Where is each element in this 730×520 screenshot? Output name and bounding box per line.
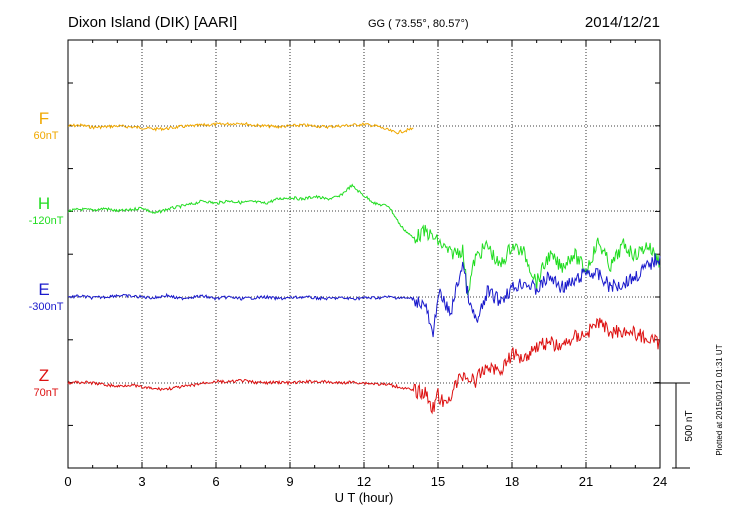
data-traces (67, 121, 661, 415)
channel-name-h: H (38, 194, 50, 213)
x-tick-label: 12 (357, 474, 371, 489)
channel-baseline-h: -120nT (29, 215, 64, 227)
trace-f (67, 121, 414, 135)
scale-bar: 500 nT (653, 382, 695, 469)
x-tick-label: 3 (138, 474, 145, 489)
channel-baseline-z: 70nT (33, 387, 58, 399)
scale-bar-label: 500 nT (684, 410, 695, 441)
x-axis-label: U T (hour) (335, 490, 394, 505)
plotted-at-note: Plotted at 2015/01/21 01:31 UT (715, 344, 724, 455)
channel-baseline-f: 60nT (33, 130, 58, 142)
station-title: Dixon Island (DIK) [AARI] (68, 14, 237, 31)
x-tick-label: 15 (431, 474, 445, 489)
plot-date: 2014/12/21 (585, 14, 660, 31)
station-coords: GG ( 73.55°, 80.57°) (368, 18, 469, 30)
x-tick-label: 6 (212, 474, 219, 489)
x-tick-label: 9 (286, 474, 293, 489)
axis-ticks: 0 3 6 9 12 15 18 21 24 (64, 40, 667, 489)
x-tick-label: 18 (505, 474, 519, 489)
grid-lines (68, 40, 660, 468)
x-tick-label: 0 (64, 474, 71, 489)
trace-h (67, 183, 661, 296)
channel-name-e: E (38, 280, 49, 299)
channel-baseline-e: -300nT (29, 301, 64, 313)
channel-labels: F 60nT H -120nT E -300nT Z 70nT (29, 109, 64, 399)
trace-e (67, 253, 661, 338)
channel-name-f: F (39, 109, 49, 128)
channel-name-z: Z (39, 366, 49, 385)
x-tick-label: 24 (653, 474, 667, 489)
x-tick-label: 21 (579, 474, 593, 489)
trace-z (67, 317, 660, 415)
